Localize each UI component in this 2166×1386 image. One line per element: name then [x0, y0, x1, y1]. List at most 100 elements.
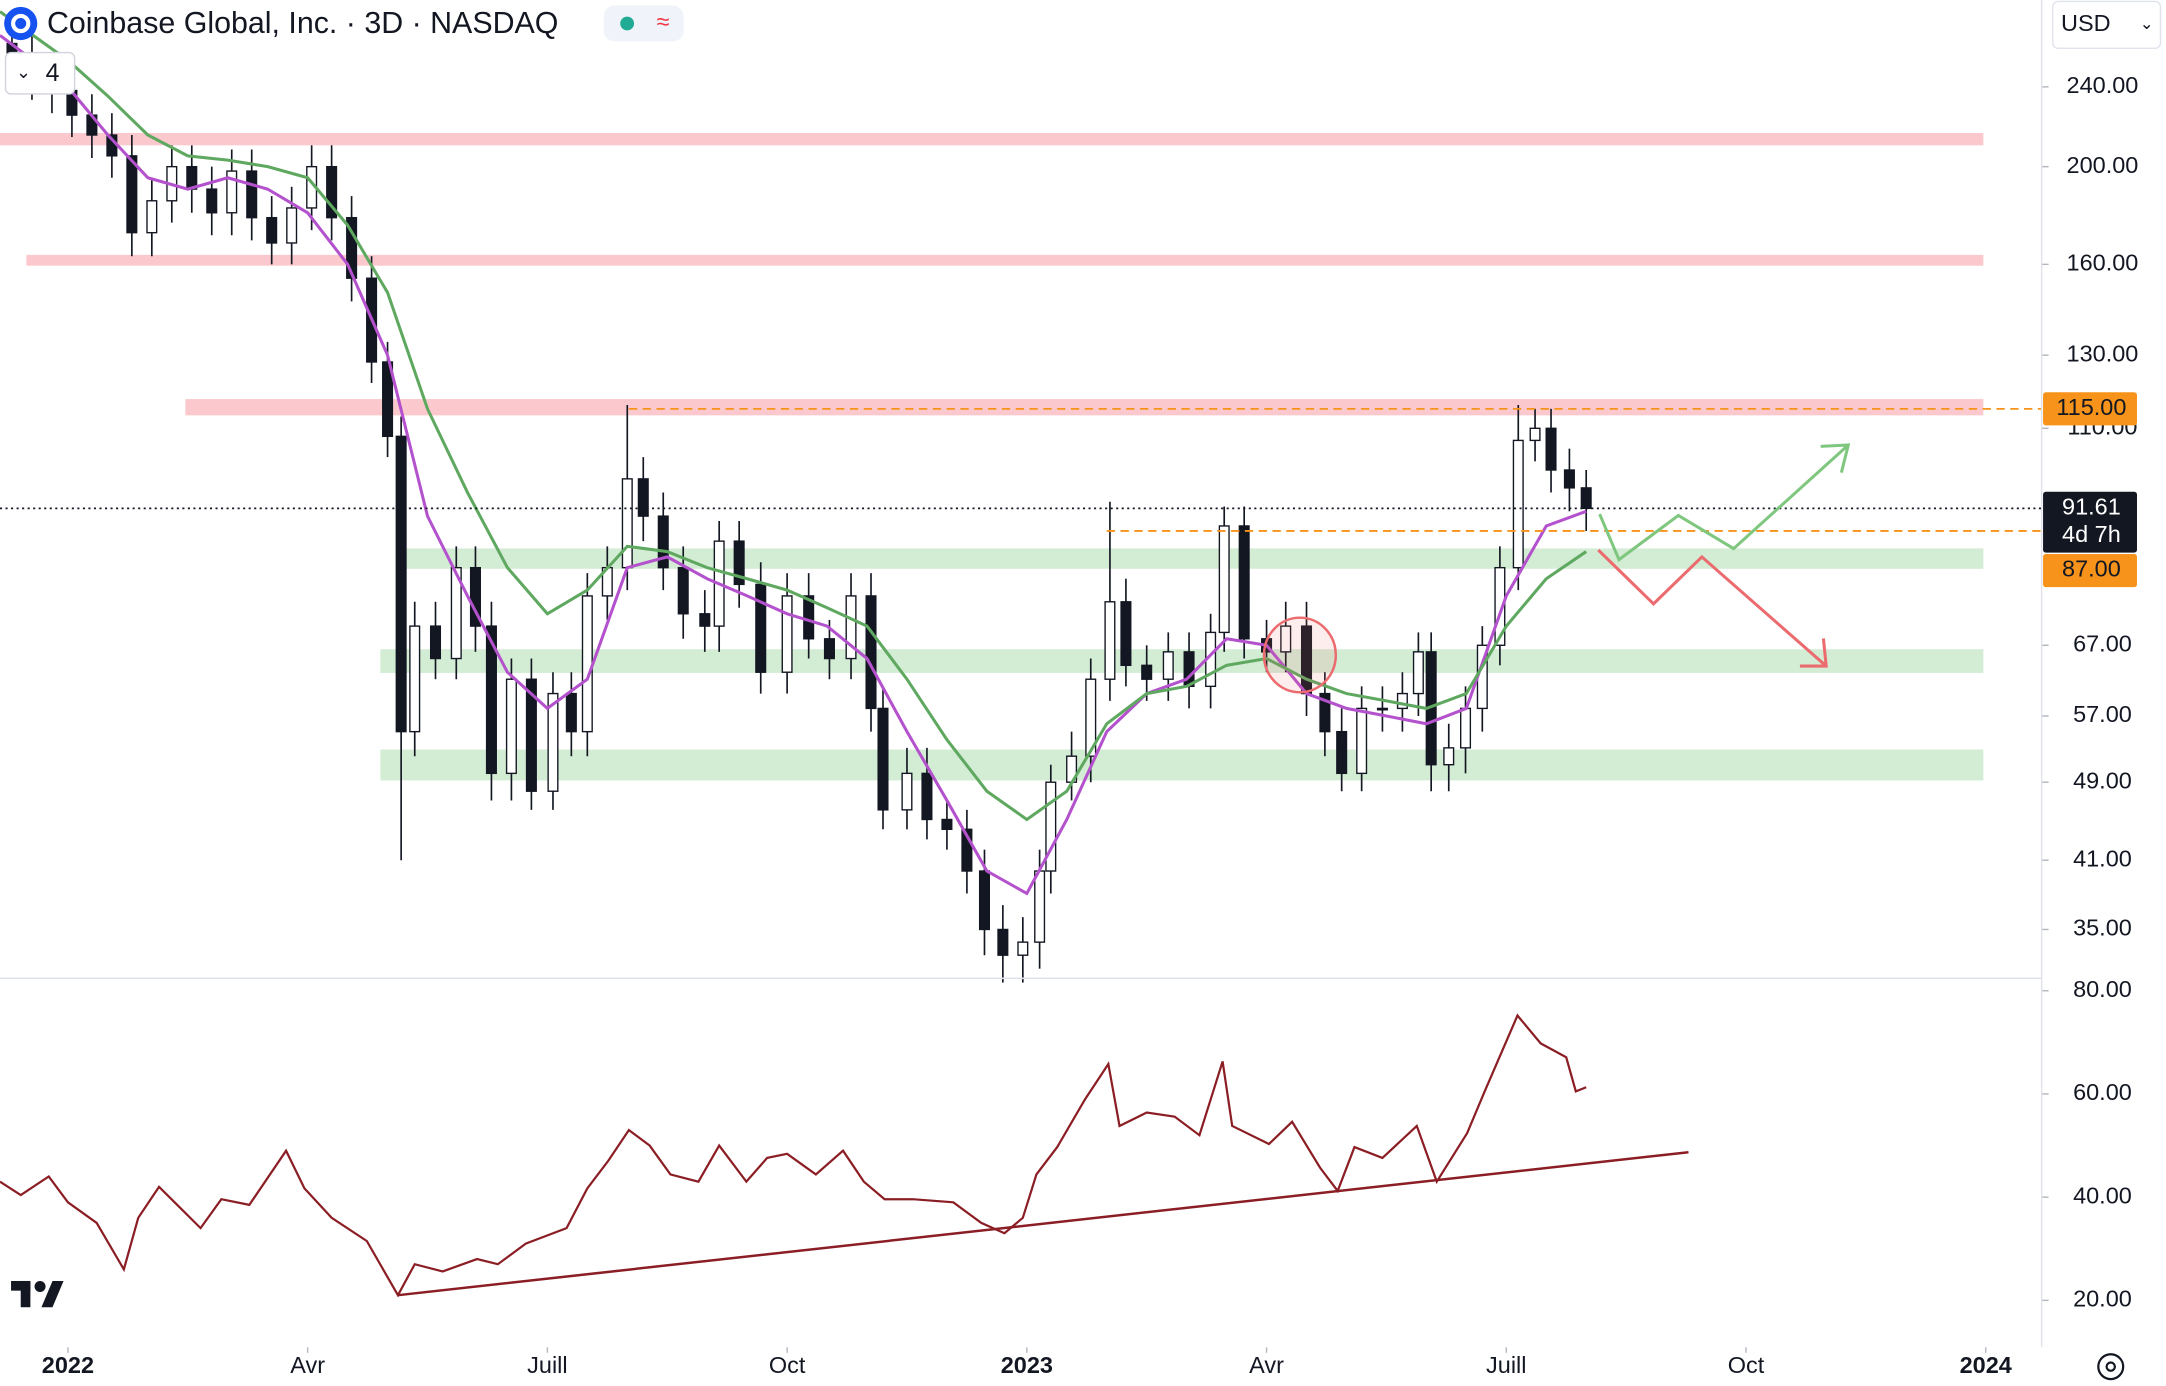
bullish-arrow-head — [1820, 443, 1851, 473]
candle-body — [803, 595, 815, 640]
indicator-count: 4 — [46, 59, 60, 87]
x-tick-label: Oct — [1728, 1352, 1765, 1378]
candle-body — [346, 216, 358, 279]
currency-label: USD — [2061, 10, 2111, 36]
candle-body — [246, 170, 258, 219]
zones-layer — [0, 132, 1984, 781]
candle-body — [1120, 601, 1132, 667]
indicator-toggle[interactable] — [4, 51, 76, 95]
candle-body — [1460, 707, 1472, 749]
candle-body — [921, 772, 933, 821]
price-zone — [0, 132, 1984, 146]
y-tick-label: 41.00 — [2073, 845, 2132, 871]
y-tick-label: 57.00 — [2073, 701, 2132, 727]
candle-body — [226, 170, 238, 214]
status-pill[interactable] — [603, 5, 684, 42]
candle-body — [1376, 707, 1388, 711]
candle-body — [1512, 439, 1524, 569]
candle-body — [1396, 692, 1408, 710]
candle-body — [1563, 469, 1575, 489]
candle-body — [637, 478, 649, 517]
candle-body — [677, 566, 689, 615]
candle-body — [1412, 651, 1424, 695]
logo-part — [41, 1280, 64, 1308]
candle-body — [565, 692, 577, 733]
candle-body — [126, 155, 138, 234]
main-layer: 240.00200.00160.00130.00110.0067.0057.00… — [0, 10, 2139, 1378]
price-badge — [2043, 553, 2137, 588]
candle-body — [1085, 678, 1097, 757]
x-tick-label: Juill — [1486, 1352, 1526, 1378]
rsi-tick-label: 60.00 — [2073, 1079, 2132, 1105]
bearish-scenario-arrow — [1597, 548, 1828, 668]
candle-body — [581, 595, 593, 733]
candle-body — [547, 692, 559, 792]
highlight-circle — [1262, 616, 1338, 694]
price-badge-label: 115.00 — [2056, 394, 2126, 420]
price-badge — [2043, 491, 2137, 553]
candle-body — [1017, 941, 1029, 956]
price-badge — [2043, 392, 2137, 426]
candle-body — [755, 583, 767, 673]
rsi-tick-label: 40.00 — [2073, 1182, 2132, 1208]
collapse-icon: ⌄ — [16, 62, 31, 82]
logo-part — [34, 1280, 46, 1293]
candle-body — [823, 638, 835, 660]
settings-icon[interactable] — [2097, 1353, 2125, 1381]
candle-body — [997, 928, 1009, 956]
y-tick-label: 240.00 — [2067, 72, 2139, 98]
y-tick-label: 49.00 — [2073, 767, 2132, 793]
candle-body — [1529, 427, 1541, 442]
rsi-tick-label: 20.00 — [2073, 1286, 2132, 1312]
candle-body — [395, 435, 407, 733]
logo-part — [20, 1280, 31, 1308]
candle-body — [1045, 781, 1057, 872]
candle-body — [1034, 870, 1046, 943]
candle-body — [1494, 566, 1506, 646]
rsi-tick-label: 80.00 — [2073, 976, 2132, 1002]
candle-body — [941, 818, 953, 830]
price-zone — [26, 254, 1984, 266]
candle-body — [1218, 525, 1230, 634]
candle-body — [450, 566, 462, 660]
rsi-trendline — [397, 1151, 1689, 1297]
candle-body — [1162, 651, 1174, 680]
tradingview-logo — [11, 1280, 64, 1308]
currency-selector[interactable] — [2052, 0, 2162, 50]
x-tick-label: Avr — [290, 1352, 325, 1378]
candle-body — [326, 165, 338, 219]
candle-body — [961, 828, 973, 872]
settings-hub — [2105, 1361, 2116, 1372]
symbol-logo — [4, 6, 38, 41]
candle-body — [877, 707, 889, 811]
settings-gear[interactable] — [2097, 1353, 2125, 1381]
symbol-logo-mark — [11, 13, 31, 34]
x-tick-label: 2022 — [42, 1352, 94, 1378]
price-zone — [380, 649, 1984, 673]
candle-body — [409, 625, 421, 733]
x-tick-label: Oct — [769, 1352, 806, 1378]
candle-body — [485, 625, 497, 775]
candle-body — [1443, 747, 1455, 766]
delay-icon: ≈ — [657, 9, 670, 35]
candle-body — [525, 678, 537, 792]
candle-body — [1280, 625, 1292, 653]
candle-body — [1238, 525, 1250, 640]
y-tick-label: 67.00 — [2073, 630, 2132, 656]
moving-average-line — [0, 10, 1588, 822]
x-tick-label: Juill — [527, 1352, 567, 1378]
candle-body — [845, 595, 857, 660]
candle-body — [733, 540, 745, 586]
y-tick-label: 200.00 — [2067, 152, 2139, 178]
candle-body — [657, 515, 669, 569]
candle-body — [1319, 692, 1331, 733]
candle-body — [1336, 730, 1348, 775]
y-tick-label: 130.00 — [2067, 340, 2139, 366]
candle-body — [146, 200, 158, 234]
moving-average-line — [0, 34, 1587, 896]
candle-body — [206, 188, 218, 214]
candle-body — [382, 361, 394, 438]
candle-body — [266, 216, 278, 244]
